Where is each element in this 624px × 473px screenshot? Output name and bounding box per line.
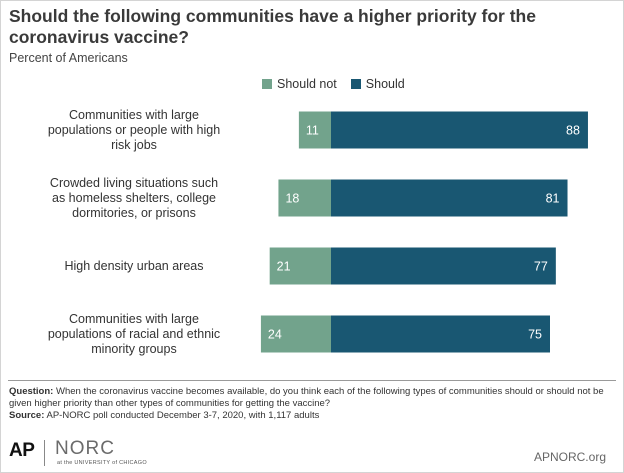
norc-tagline: at the UNIVERSITY of CHICAGO xyxy=(57,460,147,466)
category-label-line: Communities with large xyxy=(69,311,199,326)
category-label-line: High density urban areas xyxy=(64,258,204,273)
category-label-line: Crowded living situations such xyxy=(49,175,219,190)
chart-subtitle: Percent of Americans xyxy=(9,51,128,65)
data-label-should-3: 75 xyxy=(528,328,542,342)
logo-separator xyxy=(44,440,45,466)
source-note: Source: AP-NORC poll conducted December … xyxy=(9,410,615,422)
data-label-should-0: 88 xyxy=(566,124,580,138)
bar-chart: 11 88 18 81 21 77 24 75 xyxy=(260,111,588,353)
question-note: Question: When the coronavirus vaccine b… xyxy=(9,386,615,410)
bar-should-2 xyxy=(331,247,556,285)
notes: Question: When the coronavirus vaccine b… xyxy=(9,386,615,422)
category-label-line: populations of racial and ethnic xyxy=(47,326,221,341)
bar-should-0 xyxy=(331,111,588,149)
legend-item-should-not: Should not xyxy=(262,77,337,91)
bar-should-not-3 xyxy=(260,315,331,353)
legend-swatch-should-not xyxy=(262,79,272,89)
category-label-2: High density urban areas xyxy=(20,259,248,274)
data-label-should-1: 81 xyxy=(546,192,560,206)
bar-should-not-1 xyxy=(278,179,331,217)
data-label-should-2: 77 xyxy=(534,260,548,274)
category-label-line: Communities with large xyxy=(69,107,199,122)
category-label-1: Crowded living situations such as homeles… xyxy=(20,176,248,221)
bar-should-not-0 xyxy=(298,111,331,149)
question-text: When the coronavirus vaccine becomes ava… xyxy=(9,386,604,409)
footer: AP NORC at the UNIVERSITY of CHICAGO APN… xyxy=(0,436,624,473)
question-label: Question: xyxy=(9,386,54,397)
norc-logo: NORC xyxy=(55,438,115,459)
legend: Should not Should xyxy=(262,77,419,91)
notes-divider xyxy=(8,380,616,381)
source-text: AP-NORC poll conducted December 3-7, 202… xyxy=(46,410,320,421)
data-label-should-not-2: 21 xyxy=(277,260,291,274)
data-label-should-not-1: 18 xyxy=(285,192,299,206)
bar-should-not-2 xyxy=(269,247,331,285)
legend-item-should: Should xyxy=(350,77,405,91)
legend-label-should: Should xyxy=(365,77,405,91)
category-label-0: Communities with large populations or peo… xyxy=(20,108,248,153)
legend-swatch-should xyxy=(350,79,361,89)
category-label-line: risk jobs xyxy=(111,137,157,152)
ap-logo: AP xyxy=(9,440,35,461)
category-label-line: as homeless shelters, college xyxy=(52,190,216,205)
bar-should-1 xyxy=(331,179,568,217)
bar-should-3 xyxy=(331,315,550,353)
category-label-3: Communities with large populations of rac… xyxy=(20,312,248,357)
legend-label-should-not: Should not xyxy=(277,77,337,91)
category-label-line: minority groups xyxy=(91,341,177,356)
chart-title: Should the following communities have a … xyxy=(9,6,536,47)
category-label-line: dormitories, or prisons xyxy=(72,205,196,220)
footer-url[interactable]: APNORC.org xyxy=(533,450,606,464)
source-label: Source: xyxy=(9,410,45,421)
data-label-should-not-0: 11 xyxy=(306,124,319,138)
data-label-should-not-3: 24 xyxy=(268,328,282,342)
category-label-line: populations or people with high xyxy=(47,122,221,137)
